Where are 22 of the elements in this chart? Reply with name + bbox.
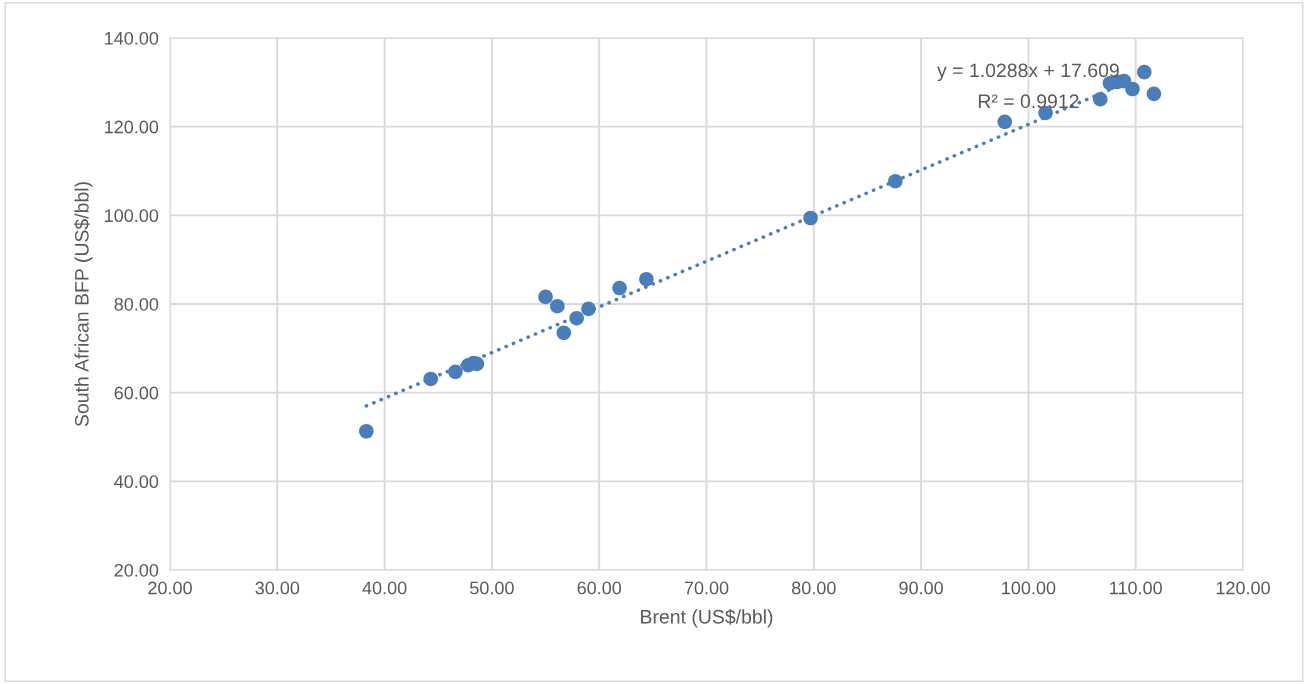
y-tick-label: 60.00 bbox=[114, 386, 159, 400]
annotation: y = 1.0288x + 17.609 bbox=[937, 63, 1119, 82]
y-tick-label: 100.00 bbox=[105, 209, 159, 223]
y-tick-label: 40.00 bbox=[114, 475, 159, 489]
x-tick-label: 100.00 bbox=[1002, 581, 1056, 595]
x-tick-label: 40.00 bbox=[362, 581, 407, 595]
annotation: R² = 0.9912 bbox=[978, 94, 1079, 109]
y-tick-label: 140.00 bbox=[105, 31, 159, 45]
x-tick-label: 20.00 bbox=[148, 581, 192, 595]
y-tick-label: 80.00 bbox=[114, 297, 159, 311]
x-tick-label: 90.00 bbox=[899, 581, 943, 595]
x-tick-label: 120.00 bbox=[1216, 581, 1270, 595]
x-axis-title: Brent (US$/bbl) bbox=[641, 609, 773, 628]
x-tick-label: 50.00 bbox=[470, 581, 514, 595]
x-tick-label: 60.00 bbox=[577, 581, 622, 595]
y-tick-label: 20.00 bbox=[114, 563, 159, 577]
x-tick-label: 80.00 bbox=[792, 581, 836, 595]
y-axis-title: South African BFP (US$/bbl) bbox=[74, 182, 93, 427]
y-tick-label: 120.00 bbox=[105, 120, 159, 134]
x-tick-label: 110.00 bbox=[1110, 581, 1162, 595]
x-tick-label: 30.00 bbox=[255, 581, 300, 595]
x-tick-label: 70.00 bbox=[684, 581, 729, 595]
